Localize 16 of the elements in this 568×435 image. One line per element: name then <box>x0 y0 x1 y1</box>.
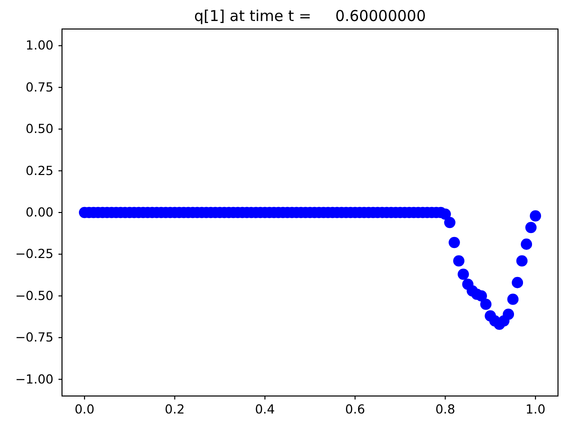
y-tick-label: −0.75 <box>15 330 54 345</box>
y-tick-label: −0.25 <box>15 246 54 262</box>
y-tick-label: 0.75 <box>26 79 54 94</box>
y-tick-label: 1.00 <box>26 38 54 53</box>
x-tick-label: 0.2 <box>164 401 185 416</box>
y-tick-label: 0.00 <box>26 204 54 220</box>
chart-title: q[1] at time t = 0.60000000 <box>194 7 426 25</box>
x-tick-label: 0.4 <box>254 401 275 416</box>
x-tick-label: 0.8 <box>435 401 456 416</box>
y-tick-label: 0.50 <box>26 121 54 136</box>
y-tick-label: 0.25 <box>26 162 54 178</box>
x-tick-label: 0.0 <box>74 401 95 416</box>
y-tick-label: −0.50 <box>15 288 54 303</box>
y-tick-label: −1.00 <box>15 371 54 386</box>
x-tick-label: 1.0 <box>526 401 546 416</box>
x-tick-label: 0.6 <box>345 401 366 416</box>
